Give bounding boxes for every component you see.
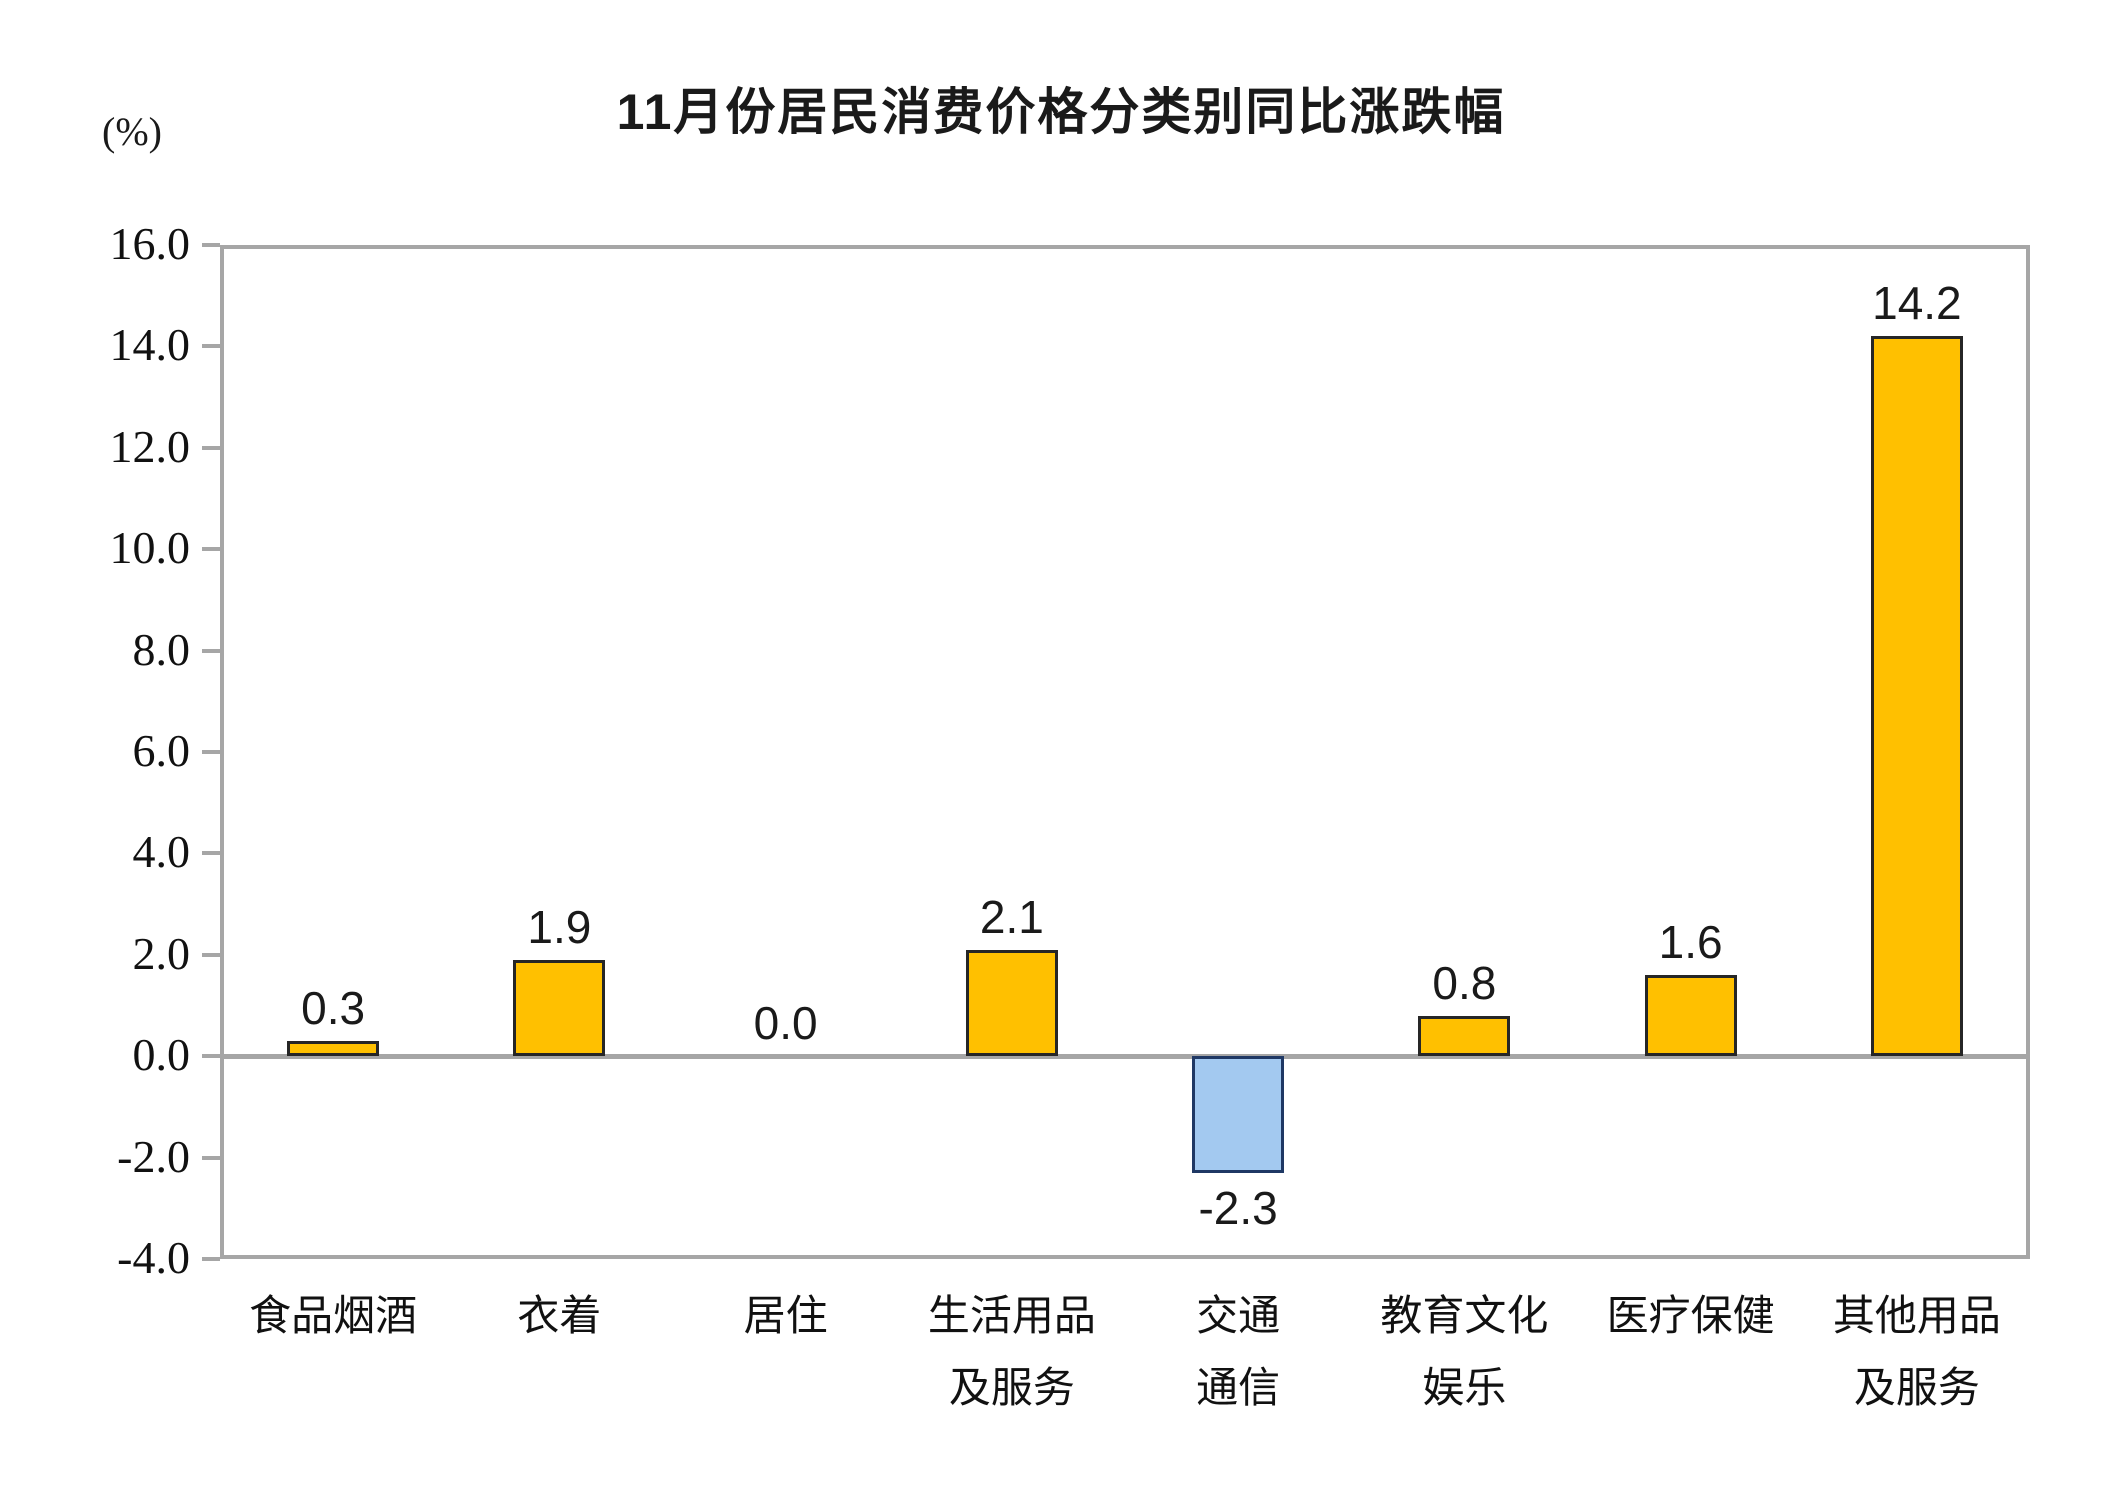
bar-交通通信 bbox=[1192, 1056, 1285, 1173]
chart-title: 11月份居民消费价格分类别同比涨跌幅 bbox=[616, 84, 1506, 140]
category-label-其他用品及服务: 其他用品 及服务 bbox=[1832, 1294, 2001, 1412]
y-axis-tick bbox=[202, 1054, 220, 1059]
y-axis-tick-label: -4.0 bbox=[117, 1232, 190, 1283]
category-label-食品烟酒: 食品烟酒 bbox=[249, 1294, 418, 1340]
bar-衣着 bbox=[513, 959, 606, 1057]
y-axis-tick bbox=[202, 243, 220, 247]
category-label-教育文化娱乐: 教育文化 娱乐 bbox=[1380, 1294, 1549, 1412]
category-label-生活用品及服务: 生活用品 及服务 bbox=[927, 1294, 1096, 1412]
y-axis-tick bbox=[202, 851, 220, 856]
y-axis-tick-label: 0.0 bbox=[132, 1029, 191, 1081]
y-axis-tick bbox=[202, 952, 220, 957]
bar-食品烟酒 bbox=[287, 1040, 380, 1057]
bar-其他用品及服务 bbox=[1870, 336, 1963, 1057]
zero-baseline bbox=[220, 1054, 2030, 1060]
bar-医疗保健 bbox=[1644, 975, 1737, 1057]
y-axis-tick-label: 14.0 bbox=[109, 319, 191, 371]
y-axis-tick bbox=[202, 750, 220, 754]
y-axis-tick-label: 4.0 bbox=[132, 826, 191, 878]
y-axis-tick bbox=[202, 344, 220, 349]
bar-value-label: 0.8 bbox=[1432, 956, 1497, 1009]
y-axis-tick-label: -2.0 bbox=[117, 1130, 190, 1182]
y-axis-unit-label: (%) bbox=[102, 109, 162, 154]
plot-area bbox=[220, 245, 2030, 1259]
bar-value-label: -2.3 bbox=[1198, 1181, 1278, 1234]
bar-value-label: 1.9 bbox=[527, 900, 592, 953]
category-label-交通通信: 交通 通信 bbox=[1196, 1294, 1281, 1412]
y-axis-tick bbox=[202, 1257, 220, 1261]
y-axis-tick-label: 6.0 bbox=[132, 725, 191, 776]
y-axis-tick-label: 2.0 bbox=[132, 927, 191, 979]
y-axis-tick-label: 16.0 bbox=[109, 218, 191, 269]
y-axis-tick-label: 10.0 bbox=[109, 522, 191, 574]
y-axis-tick bbox=[202, 547, 220, 552]
y-axis-tick bbox=[202, 445, 220, 450]
bar-生活用品及服务 bbox=[965, 949, 1058, 1057]
bar-教育文化娱乐 bbox=[1418, 1015, 1511, 1057]
category-label-居住: 居住 bbox=[743, 1294, 828, 1340]
bar-value-label: 1.6 bbox=[1658, 916, 1723, 969]
y-axis-tick-label: 12.0 bbox=[109, 420, 191, 472]
category-label-医疗保健: 医疗保健 bbox=[1606, 1294, 1775, 1340]
category-label-衣着: 衣着 bbox=[517, 1294, 602, 1340]
bar-value-label: 0.0 bbox=[753, 997, 818, 1050]
bar-value-label: 14.2 bbox=[1872, 277, 1962, 330]
y-axis-tick bbox=[202, 648, 220, 653]
bar-value-label: 2.1 bbox=[979, 890, 1044, 943]
bar-value-label: 0.3 bbox=[301, 981, 366, 1034]
y-axis-tick-label: 8.0 bbox=[132, 623, 191, 675]
y-axis-tick bbox=[202, 1155, 220, 1160]
